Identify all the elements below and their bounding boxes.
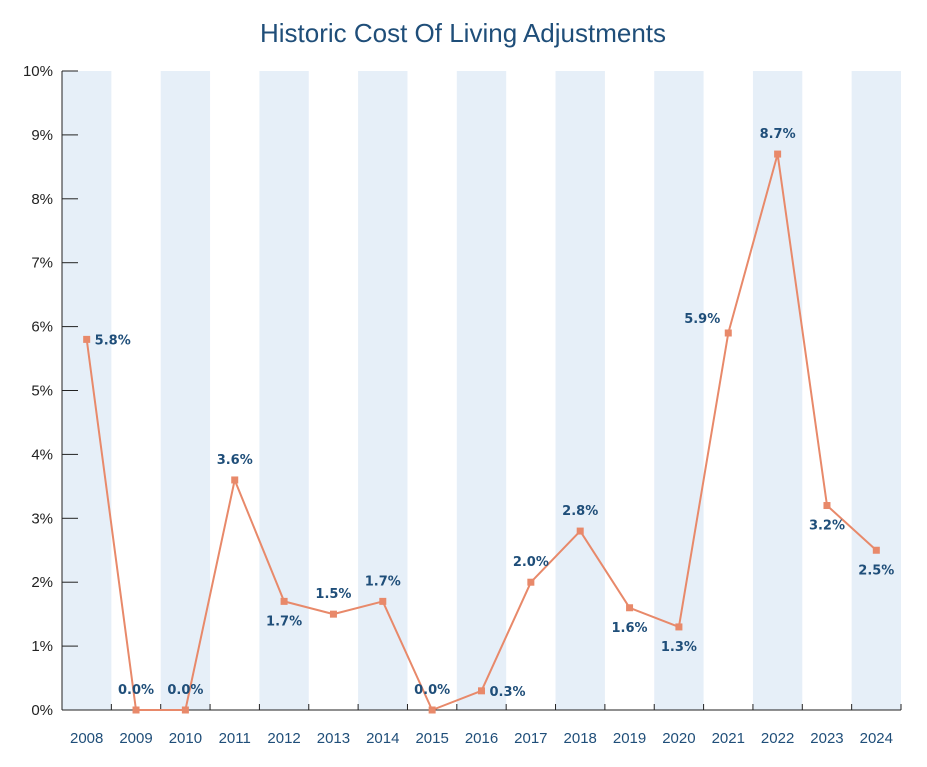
data-point [428, 706, 436, 714]
data-label: 2.5% [858, 563, 894, 578]
y-tick-label: 2% [31, 574, 53, 591]
column-band [555, 71, 605, 710]
x-tick-labels: 2008 2009 2010 2011 2012 2013 2014 2015 2016 2017… [70, 730, 893, 747]
x-tick-label: 2010 [169, 730, 202, 747]
x-tick-label: 2008 [70, 730, 103, 747]
data-label: 0.0% [167, 683, 203, 698]
data-label: 3.6% [217, 453, 253, 468]
column-band [160, 71, 211, 710]
x-tick-label: 2020 [662, 730, 695, 747]
x-tick-label: 2009 [119, 730, 152, 747]
y-tick-label: 6% [31, 319, 53, 336]
y-tick-label: 10% [23, 63, 53, 80]
data-point [724, 329, 732, 337]
data-label: 0.0% [118, 683, 154, 698]
x-tick-label: 2019 [613, 730, 646, 747]
x-tick-label: 2022 [761, 730, 794, 747]
data-point [181, 706, 189, 714]
x-tick-label: 2018 [564, 730, 597, 747]
data-label: 1.6% [612, 621, 648, 636]
y-tick-label: 8% [31, 191, 53, 208]
data-point [774, 150, 782, 158]
x-tick-label: 2015 [415, 730, 448, 747]
data-point [83, 335, 91, 343]
y-tick-label: 7% [31, 255, 53, 272]
y-tick-labels: 0% 1% 2% 3% 4% 5% 6% 7% 8% 9% 10% [23, 63, 53, 719]
data-labels: 5.8% 0.0% 0.0% 3.6% 1.7% 1.5% 1.7% 0.0% 0.3% 2.0%… [95, 127, 895, 700]
data-label: 1.5% [315, 587, 351, 602]
column-band [654, 71, 704, 710]
data-label: 3.2% [809, 519, 845, 534]
x-tick-label: 2017 [514, 730, 547, 747]
data-label: 8.7% [760, 127, 796, 142]
data-point [527, 578, 535, 586]
data-label: 1.7% [266, 614, 302, 629]
y-tick-label: 5% [31, 383, 53, 400]
data-label: 1.3% [661, 640, 697, 655]
data-point [823, 502, 831, 510]
x-tick-label: 2013 [317, 730, 350, 747]
data-point [379, 597, 387, 605]
y-tick-label: 3% [31, 510, 53, 527]
data-label: 5.9% [684, 312, 720, 327]
data-label: 1.7% [365, 574, 401, 589]
y-tick-label: 0% [31, 702, 53, 719]
data-label: 2.8% [562, 504, 598, 519]
column-band [456, 71, 507, 710]
data-point [626, 604, 634, 612]
chart-title: Historic Cost Of Living Adjustments [260, 18, 666, 48]
x-tick-label: 2021 [712, 730, 745, 747]
x-tick-label: 2023 [810, 730, 843, 747]
data-label: 5.8% [95, 333, 131, 348]
data-point [478, 687, 485, 695]
data-label: 0.0% [414, 683, 450, 698]
column-band [752, 71, 803, 710]
y-tick-label: 1% [31, 638, 53, 655]
data-point [576, 527, 584, 535]
data-point [872, 546, 880, 554]
column-bands [62, 71, 901, 710]
x-tick-label: 2012 [267, 730, 300, 747]
x-tick-label: 2024 [860, 730, 893, 747]
y-tick-label: 9% [31, 127, 53, 144]
data-label: 2.0% [513, 555, 549, 570]
data-point [329, 610, 337, 618]
data-point [280, 597, 288, 605]
data-label: 0.3% [490, 685, 526, 700]
data-markers [83, 150, 880, 714]
column-band [358, 71, 408, 710]
column-band [851, 71, 901, 710]
data-point [132, 706, 140, 714]
x-tick-label: 2014 [366, 730, 399, 747]
x-tick-label: 2016 [465, 730, 498, 747]
axes [61, 70, 902, 711]
y-tick-label: 4% [31, 446, 53, 463]
data-point [231, 476, 239, 484]
data-point [675, 623, 683, 631]
x-tick-label: 2011 [219, 730, 251, 747]
